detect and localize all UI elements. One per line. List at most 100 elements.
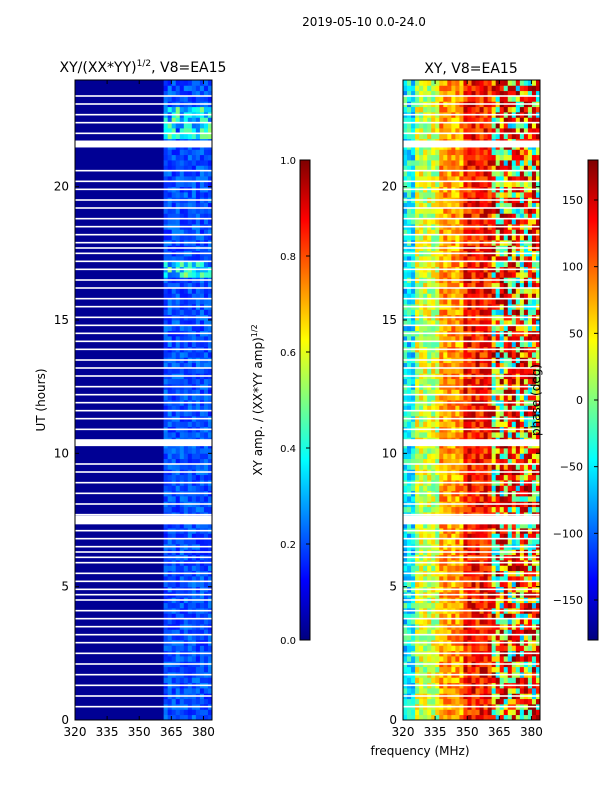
heatmap-cell: [175, 378, 181, 385]
heatmap-cell: [163, 298, 169, 305]
heatmap-cell: [167, 208, 173, 214]
heatmap-cell: [463, 453, 468, 460]
flagged-gap: [75, 492, 212, 495]
heatmap-cell: [207, 448, 212, 454]
heatmap-cell: [475, 421, 480, 428]
heatmap-cell: [499, 448, 505, 454]
heatmap-cell: [447, 181, 452, 188]
heatmap-cell: [415, 208, 420, 214]
heatmap-cell: [499, 714, 505, 720]
heatmap-cell: [503, 378, 509, 385]
heatmap-cell: [431, 293, 436, 300]
heatmap-cell: [523, 341, 529, 348]
heatmap-cell: [487, 288, 493, 294]
heatmap-cell: [451, 288, 456, 294]
heatmap-cell: [511, 378, 517, 385]
heatmap-cell: [479, 629, 484, 636]
heatmap-cell: [451, 218, 456, 225]
heatmap-cell: [519, 378, 525, 385]
heatmap-cell: [183, 149, 189, 156]
heatmap-cell: [175, 613, 181, 620]
heatmap-cell: [535, 576, 540, 582]
heatmap-cell: [199, 288, 205, 294]
heatmap-cell: [171, 202, 177, 209]
heatmap-cell: [523, 293, 529, 300]
heatmap-cell: [403, 325, 408, 332]
heatmap-cell: [527, 448, 533, 454]
heatmap-cell: [191, 421, 197, 428]
heatmap-cell: [463, 538, 468, 545]
heatmap-cell: [491, 181, 497, 188]
heatmap-cell: [511, 618, 517, 625]
heatmap-cell: [187, 234, 193, 241]
heatmap-cell: [511, 320, 517, 326]
heatmap-cell: [523, 410, 529, 417]
heatmap-cell: [439, 688, 444, 694]
heatmap-cell: [463, 256, 468, 262]
heatmap-cell: [427, 298, 432, 305]
heatmap-cell: [447, 522, 452, 529]
heatmap-cell: [439, 666, 444, 673]
heatmap-cell: [491, 410, 497, 417]
heatmap-cell: [515, 229, 521, 236]
heatmap-cell: [467, 613, 472, 620]
heatmap-cell: [447, 229, 452, 236]
heatmap-cell: [179, 389, 185, 396]
heatmap-cell: [443, 389, 448, 396]
heatmap-cell: [523, 474, 529, 481]
flagged-gap: [75, 95, 212, 97]
heatmap-cell: [207, 522, 212, 529]
heatmap-cell: [415, 288, 420, 294]
heatmap-cell: [519, 714, 525, 720]
heatmap-cell: [479, 714, 484, 720]
heatmap-cell: [471, 645, 476, 652]
heatmap-cell: [435, 288, 440, 294]
heatmap-cell: [195, 341, 201, 348]
flagged-gap: [75, 663, 212, 665]
heatmap-cell: [455, 341, 460, 348]
heatmap-cell: [195, 522, 201, 529]
heatmap-cell: [207, 506, 212, 513]
heatmap-cell: [491, 645, 497, 652]
heatmap-cell: [495, 656, 501, 662]
heatmap-cell: [443, 202, 448, 209]
heatmap-cell: [403, 581, 408, 588]
heatmap-cell: [523, 565, 529, 572]
heatmap-cell: [411, 336, 416, 342]
heatmap-cell: [199, 410, 205, 417]
heatmap-cell: [483, 208, 489, 214]
heatmap-cell: [171, 208, 177, 214]
heatmap-cell: [427, 474, 432, 481]
heatmap-cell: [507, 288, 513, 294]
heatmap-cell: [183, 522, 189, 529]
heatmap-cell: [435, 405, 440, 412]
heatmap-cell: [403, 272, 408, 278]
heatmap-cell: [427, 336, 432, 342]
heatmap-cell: [203, 474, 209, 481]
heatmap-cell: [463, 320, 468, 326]
heatmap-cell: [163, 453, 169, 460]
flagged-gap: [75, 537, 212, 540]
heatmap-cell: [511, 394, 517, 401]
heatmap-cell: [467, 208, 472, 214]
heatmap-cell: [451, 229, 456, 236]
heatmap-cell: [207, 336, 212, 342]
heatmap-cell: [419, 192, 424, 198]
heatmap-cell: [447, 272, 452, 278]
heatmap-cell: [415, 496, 420, 502]
heatmap-cell: [475, 506, 480, 513]
heatmap-cell: [199, 629, 205, 636]
heatmap-cell: [511, 485, 517, 492]
heatmap-cell: [531, 432, 537, 438]
heatmap-cell: [207, 325, 212, 332]
heatmap-cell: [203, 522, 209, 529]
heatmap-cell: [507, 581, 513, 588]
heatmap-cell: [495, 496, 501, 502]
heatmap-cell: [427, 352, 432, 358]
heatmap-cell: [439, 234, 444, 241]
heatmap-cell: [491, 341, 497, 348]
heatmap-cell: [175, 410, 181, 417]
heatmap-cell: [195, 538, 201, 545]
heatmap-cell: [471, 218, 476, 225]
heatmap-cell: [499, 256, 505, 262]
